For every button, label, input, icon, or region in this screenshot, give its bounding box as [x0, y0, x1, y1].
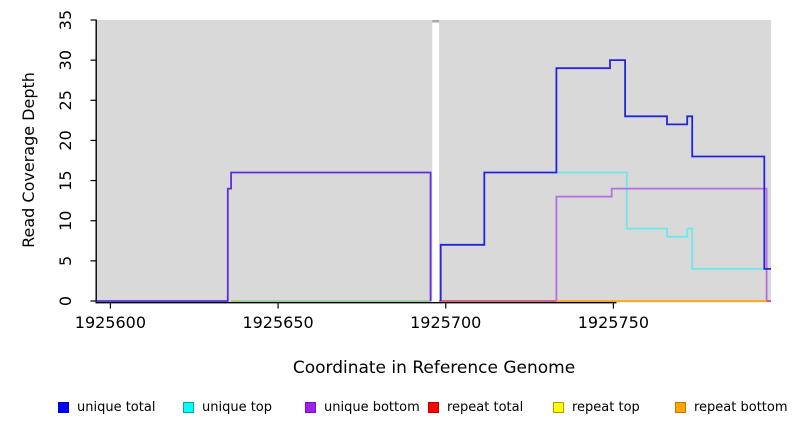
x-tick-label: 1925700 [410, 313, 481, 332]
y-tick-label: 5 [56, 256, 75, 266]
legend-swatch-icon [675, 401, 686, 413]
legend-label: unique bottom [324, 399, 420, 415]
legend-item: repeat bottom [675, 398, 788, 416]
legend-label: unique total [77, 399, 156, 415]
legend-swatch-icon [58, 401, 69, 413]
x-tick-label: 1925750 [578, 313, 649, 332]
no-data-gap-top-bar [432, 20, 440, 23]
y-tick-label: 30 [56, 50, 75, 70]
legend-item: unique top [183, 398, 272, 416]
legend-item: repeat total [428, 398, 523, 416]
coverage-chart: 1925600 1925650 1925700 1925750 0 5 10 15 20 25 30… [19, 10, 771, 378]
series-unique-top [556, 171, 771, 270]
y-axis-label: Read Coverage Depth [19, 72, 38, 248]
legend-label: unique top [202, 399, 273, 415]
legend-label: repeat top [572, 399, 640, 415]
legend-swatch-icon [305, 401, 316, 413]
series-unique-total-pregap-overlap [97, 171, 432, 302]
legend-label: repeat total [447, 399, 524, 415]
chart-legend: unique total unique top unique bottom repea… [0, 398, 792, 420]
legend-swatch-icon [183, 401, 194, 413]
series-unique-bottom [555, 187, 768, 301]
x-tick-label: 1925650 [242, 313, 313, 332]
y-tick-label: 15 [56, 170, 75, 190]
legend-item: unique bottom [305, 398, 420, 416]
y-tick-label: 0 [56, 296, 75, 306]
legend-item: unique total [58, 398, 155, 416]
series-unique-total [439, 59, 771, 301]
y-tick-label: 10 [56, 211, 75, 231]
y-tick-label: 35 [56, 10, 75, 30]
legend-label: repeat bottom [694, 399, 788, 415]
y-tick-label: 20 [56, 130, 75, 150]
legend-swatch-icon [553, 401, 564, 413]
legend-swatch-icon [428, 401, 439, 413]
legend-item: repeat top [553, 398, 640, 416]
y-tick-label: 25 [56, 90, 75, 110]
x-tick-label: 1925600 [75, 313, 146, 332]
no-data-gap-band [432, 22, 440, 303]
x-axis-label: Coordinate in Reference Genome [293, 358, 575, 378]
